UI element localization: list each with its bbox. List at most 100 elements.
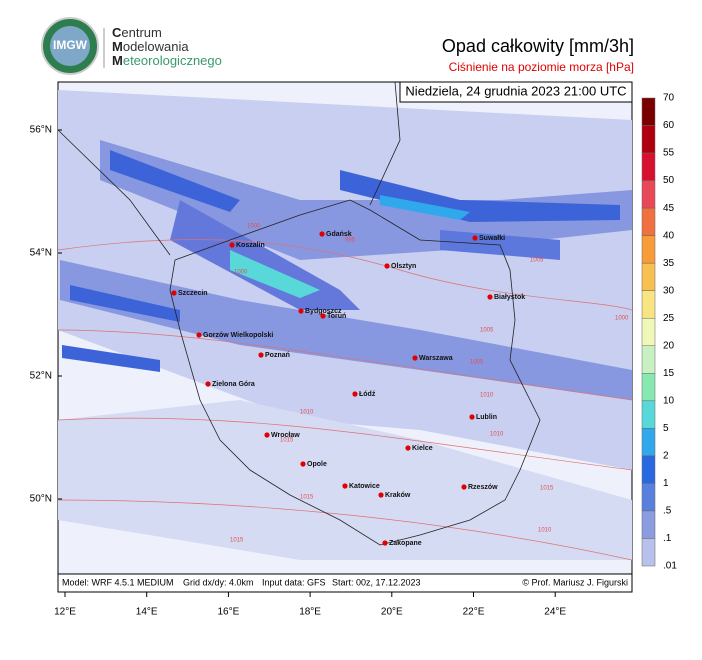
lat-label: 54°N xyxy=(30,248,52,259)
dynamic: 56°N 54°N 52°N 50°N 12°E 14°E 16°E 18°E 20°E 22°E… xyxy=(30,93,678,618)
city-label: Gdańsk xyxy=(326,231,352,238)
org-name: Centrum Modelowania Meteorologicznego xyxy=(112,26,222,68)
date-box xyxy=(399,81,633,103)
city-label: Rzeszów xyxy=(468,484,498,491)
city-label: Katowice xyxy=(349,483,380,490)
colorbar-swatch xyxy=(641,317,656,347)
colorbar-label: 55 xyxy=(663,148,675,159)
date: Niedziela, 24 grudnia 2023 21:00 UTC xyxy=(405,83,626,98)
lon-label: 22°E xyxy=(463,607,485,618)
lon-label: 12°E xyxy=(54,607,76,618)
colorbar-swatch xyxy=(641,125,656,154)
colorbar-swatch xyxy=(641,180,656,209)
lon-label: 18°E xyxy=(299,607,321,618)
footer-grid: Grid dx/dy: 4.0km xyxy=(183,577,254,587)
isobar-label: 1005 xyxy=(480,328,494,334)
city-dot xyxy=(469,414,475,420)
isobar-label: 1005 xyxy=(530,258,544,264)
isobar-label: 1015 xyxy=(280,438,294,444)
isobar-label: 1000 xyxy=(234,270,248,276)
lon-label: 20°E xyxy=(381,607,403,618)
city-dot xyxy=(229,242,235,248)
isobar-label: 1010 xyxy=(490,432,504,438)
org-line: Centrum xyxy=(112,25,162,40)
isobar-label: 1000 xyxy=(615,316,629,322)
footer-box xyxy=(57,573,633,593)
city-dot xyxy=(487,294,493,300)
city-label: Toruń xyxy=(327,313,346,320)
colorbar-label: 10 xyxy=(663,395,675,406)
colorbar-swatch xyxy=(641,235,656,264)
colorbar-label: 5 xyxy=(663,423,669,434)
colorbar-swatch xyxy=(641,483,656,512)
city-dot xyxy=(342,483,348,489)
city-label: Zakopane xyxy=(389,540,422,547)
footer-start: Start: 00z, 17.12.2023 xyxy=(332,577,421,587)
title: Opad całkowity [mm/3h] xyxy=(441,36,634,56)
colorbar-label: 35 xyxy=(663,258,675,269)
colorbar-swatch xyxy=(641,345,656,374)
city-dot xyxy=(472,235,478,241)
city-label: Poznań xyxy=(265,352,290,359)
isobar-label: 1015 xyxy=(230,538,244,544)
isobar-label: 1005 xyxy=(470,360,484,366)
subtitle: Ciśnienie na poziomie morza [hPa] xyxy=(448,60,634,74)
colorbar-label: 30 xyxy=(663,285,675,296)
colorbar-swatch xyxy=(641,428,656,457)
colorbar-label: .01 xyxy=(663,561,677,572)
city-label: Szczecin xyxy=(178,290,208,297)
city-dot xyxy=(352,391,358,397)
colorbar-swatch xyxy=(641,400,656,429)
isobar-label: 1010 xyxy=(480,393,494,399)
city-label: Koszalin xyxy=(236,242,265,249)
city-dot xyxy=(196,332,202,338)
colorbar-swatch xyxy=(641,455,656,484)
colorbar-label: 70 xyxy=(663,93,675,104)
city-label: Bydgoszcz xyxy=(305,308,342,315)
city-label: Wrocław xyxy=(271,432,300,439)
city-label: Warszawa xyxy=(419,355,453,362)
footer-credit: © Prof. Mariusz J. Figurski xyxy=(522,577,628,587)
lon-label: 24°E xyxy=(544,607,566,618)
lat-label: 52°N xyxy=(30,371,52,382)
colorbar-swatch xyxy=(641,97,656,126)
city-label: Olsztyn xyxy=(391,263,416,270)
colorbar-label: .5 xyxy=(663,506,672,517)
colorbar-swatch xyxy=(641,373,656,402)
city-dot xyxy=(171,290,177,296)
colorbar-swatch xyxy=(641,262,656,291)
colorbar-swatch xyxy=(641,152,656,181)
isobar-label: 1015 xyxy=(300,495,314,501)
city-label: Kielce xyxy=(412,445,433,452)
colorbar-label: 40 xyxy=(663,230,675,241)
org-line: Modelowania xyxy=(112,39,189,54)
logo: IMGW xyxy=(41,17,105,75)
colorbar-label: 25 xyxy=(663,313,675,324)
city-dot xyxy=(384,263,390,269)
colorbar-label: 1 xyxy=(663,478,669,489)
colorbar-swatch xyxy=(641,207,656,236)
colorbar-label: .1 xyxy=(663,533,672,544)
colorbar-label: 20 xyxy=(663,340,675,351)
lon-label: 14°E xyxy=(136,607,158,618)
footer-model: Model: WRF 4.5.1 MEDIUM xyxy=(62,577,174,587)
city-dot xyxy=(461,484,467,490)
colorbar-label: 15 xyxy=(663,368,675,379)
lat-label: 50°N xyxy=(30,494,52,505)
lat-label: 56°N xyxy=(30,125,52,136)
city-dot xyxy=(319,231,325,237)
isobar-label: 1010 xyxy=(300,410,314,416)
city-dot xyxy=(378,492,384,498)
logo-text: IMGW xyxy=(53,38,88,52)
isobar-label: 995 xyxy=(345,238,356,244)
city-dot xyxy=(412,355,418,361)
isobar-label: 1015 xyxy=(540,486,554,492)
city-label: Zielona Góra xyxy=(212,381,255,388)
lon-label: 16°E xyxy=(218,607,240,618)
isobar-label: 1000 xyxy=(247,224,261,230)
city-label: Opole xyxy=(307,461,327,468)
org-line: Meteorologicznego xyxy=(112,53,222,68)
city-dot xyxy=(300,461,306,467)
